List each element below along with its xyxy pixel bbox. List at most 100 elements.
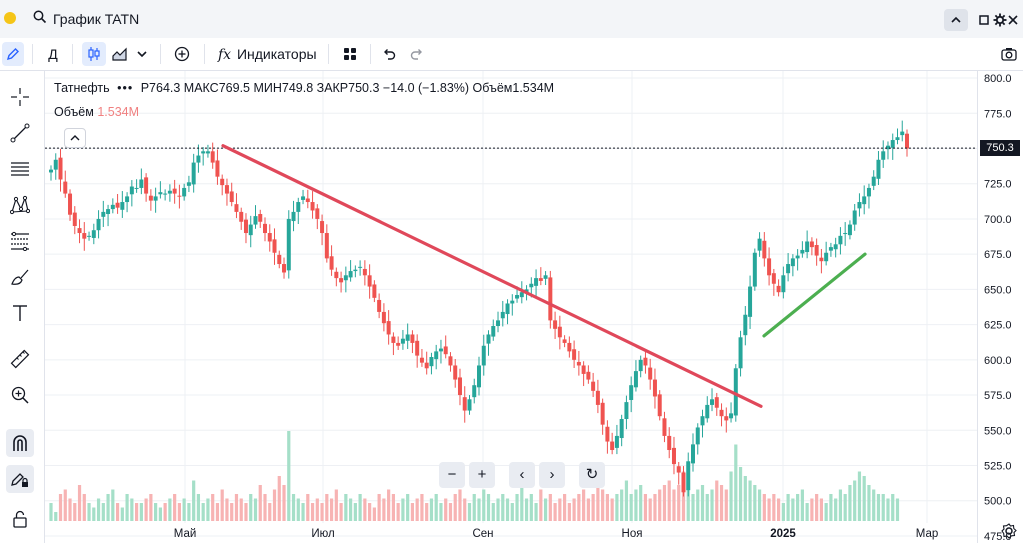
candle-body (562, 339, 567, 343)
volume-bar (677, 485, 681, 521)
indicators-button[interactable]: fx Индикаторы (214, 42, 320, 66)
axis-settings-icon[interactable] (1001, 523, 1017, 544)
volume-bar (73, 503, 77, 521)
candle-body (87, 235, 92, 237)
candle-body (681, 472, 686, 493)
close-icon[interactable] (1004, 9, 1022, 31)
candle-body (239, 211, 244, 222)
volume-bar (629, 494, 633, 521)
candle-body (524, 289, 529, 293)
fib-retracement-icon[interactable] (6, 227, 34, 255)
candle-body (710, 399, 715, 405)
volume-bar (743, 476, 747, 521)
volume-bar (867, 485, 871, 521)
redo-icon[interactable] (406, 42, 428, 66)
candle-body (767, 258, 772, 276)
text-tool-icon[interactable] (6, 299, 34, 327)
layout-grid-icon[interactable] (338, 42, 362, 66)
candle-body (144, 177, 149, 194)
pencil-icon[interactable] (2, 42, 24, 66)
lock-icon[interactable] (6, 505, 34, 533)
gear-icon[interactable] (988, 9, 1012, 31)
camera-icon[interactable] (998, 42, 1020, 66)
candle-body (153, 196, 158, 201)
candle-body (158, 192, 163, 195)
candle-body (405, 334, 410, 341)
volume-bar (505, 498, 510, 521)
window-title[interactable]: График TATN (53, 11, 140, 27)
lock-drawing-icon[interactable] (6, 465, 34, 493)
volume-bar (705, 494, 709, 521)
symbol-name[interactable]: Татнефть (54, 81, 110, 95)
more-options-icon[interactable]: ••• (117, 81, 134, 95)
volume-bar (510, 503, 514, 521)
plus-circle-icon[interactable] (170, 42, 194, 66)
square-icon[interactable] (972, 9, 996, 31)
candles-icon[interactable] (82, 42, 106, 66)
scroll-left-button[interactable]: ‹ (509, 462, 535, 488)
volume-label[interactable]: Объём (54, 105, 94, 119)
volume-bar (486, 494, 491, 521)
candle-body (866, 187, 871, 197)
candle-body (667, 435, 672, 451)
zoom-in-icon[interactable] (6, 381, 34, 409)
area-chart-icon[interactable] (108, 42, 132, 66)
chevron-down-icon[interactable] (133, 42, 151, 66)
volume-bar (558, 498, 562, 521)
volume-bar (401, 498, 405, 521)
chevron-up-icon[interactable] (944, 9, 968, 31)
volume-bar (291, 494, 296, 521)
volume-bar (325, 494, 329, 521)
candle-body (301, 196, 306, 200)
volume-bar (234, 494, 239, 521)
pattern-icon[interactable] (6, 191, 34, 219)
scroll-right-button[interactable]: › (539, 462, 565, 488)
volume-bar (767, 498, 771, 521)
volume-bar (215, 503, 220, 521)
magnet-icon[interactable] (6, 429, 34, 457)
volume-bar (624, 480, 629, 521)
volume-bar (258, 485, 262, 521)
candle-body (120, 202, 125, 210)
volume-bar (353, 503, 357, 521)
volume-bar (862, 476, 866, 521)
volume-bar (168, 498, 172, 521)
candle-body (714, 397, 719, 408)
interval-button[interactable]: Д (48, 46, 58, 62)
volume-bar (567, 503, 571, 521)
zoom-in-button[interactable]: + (469, 462, 495, 488)
candle-body (396, 342, 401, 346)
volume-bar (824, 503, 828, 521)
volume-bar (125, 494, 129, 521)
volume-bar (239, 498, 243, 521)
volume-bar (686, 485, 690, 521)
undo-icon[interactable] (378, 42, 400, 66)
volume-bar (534, 503, 538, 521)
ruler-icon[interactable] (6, 345, 34, 373)
volume-bar (82, 494, 86, 521)
candle-body (781, 275, 786, 293)
volume-bar (192, 480, 196, 521)
reset-chart-button[interactable]: ↻ (579, 462, 605, 488)
volume-bar (368, 503, 372, 521)
zoom-out-button[interactable]: − (439, 462, 465, 488)
candle-body (643, 357, 648, 366)
candle-body (567, 342, 572, 352)
price-tick-label: 800.0 (984, 73, 1012, 85)
candle-body (386, 321, 391, 335)
horizontal-lines-icon[interactable] (6, 155, 34, 183)
volume-bar (92, 507, 96, 521)
volume-bar (582, 489, 586, 521)
indicators-label: Индикаторы (236, 46, 317, 62)
trend-line-icon[interactable] (6, 119, 34, 147)
candle-body (633, 371, 638, 388)
collapse-legend-button[interactable] (64, 128, 86, 148)
crosshair-icon[interactable] (6, 83, 34, 111)
window-titlebar: График TATN (0, 0, 1023, 39)
candle-body (638, 359, 643, 372)
volume-value: 1.534M (97, 105, 140, 119)
candle-body (572, 349, 577, 360)
time-tick-label: Май (174, 528, 197, 540)
search-icon[interactable] (33, 10, 47, 24)
brush-icon[interactable] (6, 263, 34, 291)
